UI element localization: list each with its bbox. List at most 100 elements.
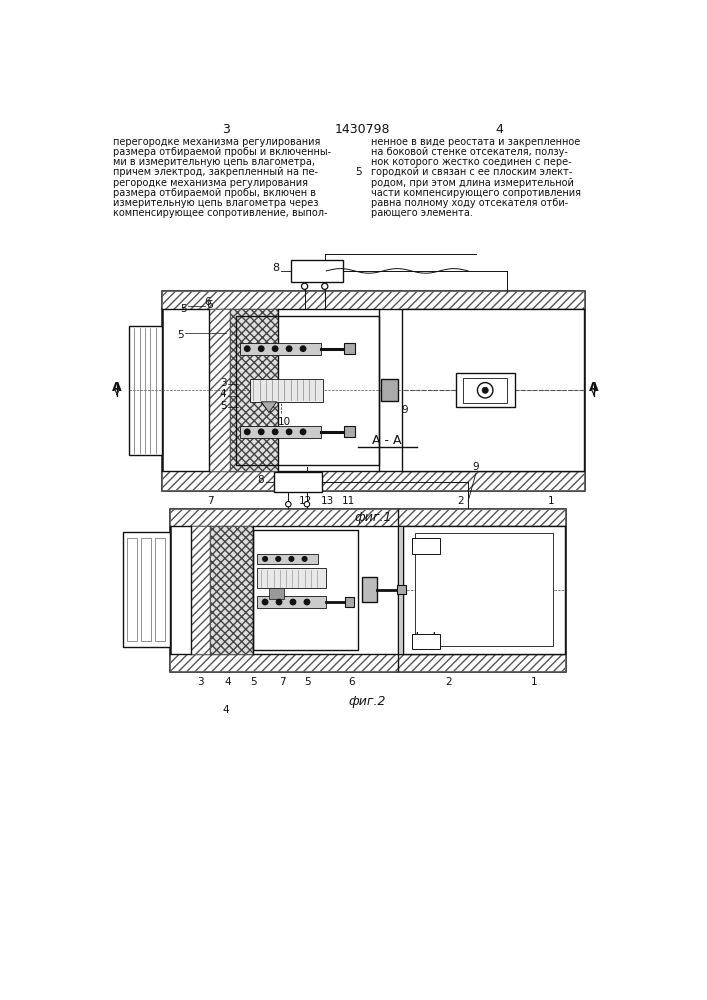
Circle shape	[259, 346, 264, 351]
Circle shape	[300, 429, 305, 435]
Text: +: +	[428, 630, 440, 645]
Text: размера отбираемой пробы, включен в: размера отбираемой пробы, включен в	[113, 188, 316, 198]
Circle shape	[301, 283, 308, 289]
Text: 3: 3	[221, 123, 230, 136]
Bar	[155, 538, 165, 641]
Bar	[344, 343, 355, 354]
Circle shape	[322, 283, 328, 289]
Bar	[210, 526, 252, 654]
Text: 1: 1	[548, 496, 554, 506]
Text: 4: 4	[222, 705, 229, 715]
Bar	[412, 634, 440, 649]
Text: 5: 5	[177, 330, 184, 340]
Text: 9: 9	[402, 405, 408, 415]
Text: 3: 3	[197, 677, 204, 687]
Text: 4: 4	[225, 677, 231, 687]
Bar	[402, 309, 585, 471]
Bar	[403, 526, 565, 654]
Text: 7: 7	[279, 677, 286, 687]
Bar	[257, 554, 317, 564]
Circle shape	[272, 429, 278, 435]
Circle shape	[482, 387, 489, 393]
Bar	[162, 291, 585, 309]
Text: 11: 11	[341, 496, 355, 506]
Bar	[345, 597, 354, 607]
Circle shape	[259, 429, 264, 435]
Circle shape	[286, 502, 291, 507]
Bar	[162, 291, 585, 490]
Text: A: A	[112, 381, 122, 394]
Bar	[274, 472, 322, 492]
Text: рающего элемента.: рающего элемента.	[371, 208, 473, 218]
Bar	[170, 654, 565, 671]
Text: 4: 4	[220, 389, 226, 399]
Bar	[398, 526, 403, 654]
Bar	[414, 533, 554, 646]
Text: 5: 5	[250, 677, 257, 687]
Text: 5: 5	[220, 401, 226, 411]
Bar	[170, 509, 565, 671]
Text: ненное в виде реостата и закрепленное: ненное в виде реостата и закрепленное	[371, 137, 580, 147]
Circle shape	[291, 599, 296, 605]
Text: 5: 5	[180, 304, 187, 314]
Text: А - А: А - А	[372, 434, 402, 447]
Bar	[235, 316, 379, 465]
Text: 5: 5	[356, 167, 362, 177]
Bar	[257, 596, 325, 608]
Text: 1430798: 1430798	[335, 123, 390, 136]
Text: A: A	[589, 381, 599, 394]
Circle shape	[272, 346, 278, 351]
Bar	[412, 538, 440, 554]
Text: регородке механизма регулирования: регородке механизма регулирования	[113, 178, 308, 188]
Bar	[344, 426, 355, 437]
Bar	[456, 373, 515, 407]
Text: ми в измерительную цепь влагометра,: ми в измерительную цепь влагометра,	[113, 157, 315, 167]
Text: равна полному ходу отсекателя отби-: равна полному ходу отсекателя отби-	[371, 198, 568, 208]
Circle shape	[286, 346, 292, 351]
Text: 2: 2	[445, 677, 452, 687]
Circle shape	[262, 599, 268, 605]
Bar	[141, 538, 151, 641]
Text: 10: 10	[278, 417, 291, 427]
Text: 6: 6	[204, 297, 211, 307]
Circle shape	[477, 383, 493, 398]
Text: 8: 8	[273, 263, 280, 273]
Text: +: +	[411, 630, 423, 645]
Text: 1: 1	[531, 677, 537, 687]
Circle shape	[286, 429, 292, 435]
Text: нок которого жестко соединен с пере-: нок которого жестко соединен с пере-	[371, 157, 572, 167]
Text: фиг.2: фиг.2	[349, 695, 386, 708]
Bar	[250, 379, 323, 402]
Text: на боковой стенке отсекателя, ползу-: на боковой стенке отсекателя, ползу-	[371, 147, 568, 157]
FancyArrow shape	[269, 588, 284, 599]
Text: родом, при этом длина измерительной: родом, при этом длина измерительной	[371, 178, 574, 188]
Circle shape	[289, 557, 293, 561]
Circle shape	[276, 557, 281, 561]
Circle shape	[303, 557, 307, 561]
Text: части компенсирующего сопротивления: части компенсирующего сопротивления	[371, 188, 581, 198]
Circle shape	[263, 557, 267, 561]
Text: перегородке механизма регулирования: перегородке механизма регулирования	[113, 137, 320, 147]
Text: 5: 5	[305, 677, 311, 687]
Text: 9: 9	[472, 462, 479, 472]
Text: 6: 6	[206, 300, 214, 310]
Bar	[162, 471, 585, 490]
Circle shape	[276, 599, 281, 605]
Text: городкой и связан с ее плоским элект-: городкой и связан с ее плоским элект-	[371, 167, 573, 177]
Circle shape	[300, 346, 305, 351]
Text: измерительную цепь влагометра через: измерительную цепь влагометра через	[113, 198, 319, 208]
Bar	[240, 343, 321, 355]
Text: 4: 4	[495, 123, 503, 136]
Bar	[291, 260, 344, 282]
Text: 13: 13	[320, 496, 334, 506]
Bar	[230, 309, 279, 471]
Bar	[170, 509, 565, 526]
Bar	[129, 326, 162, 455]
Text: 8: 8	[257, 475, 264, 485]
Text: размера отбираемой пробы и включенны-: размера отбираемой пробы и включенны-	[113, 147, 332, 157]
Bar	[362, 577, 378, 602]
Circle shape	[245, 346, 250, 351]
Circle shape	[304, 599, 310, 605]
Bar	[127, 538, 137, 641]
Text: 2: 2	[457, 496, 464, 506]
